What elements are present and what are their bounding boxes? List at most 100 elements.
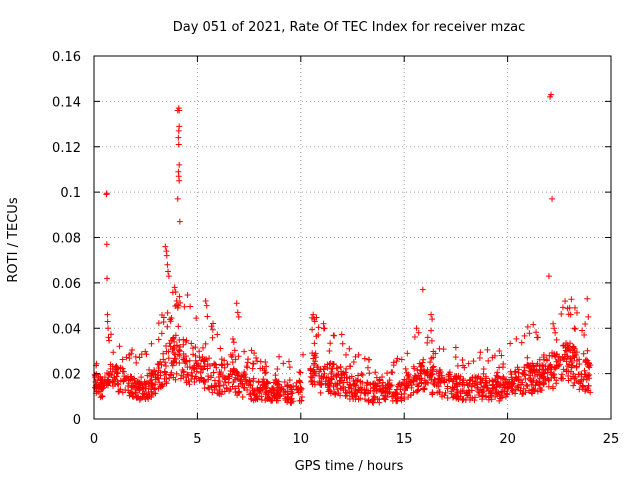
data-point xyxy=(112,376,119,383)
data-point xyxy=(403,369,410,376)
data-point xyxy=(415,329,422,336)
data-point xyxy=(176,177,183,184)
data-point xyxy=(179,367,186,374)
data-point xyxy=(145,383,152,390)
data-point xyxy=(496,347,503,354)
data-point xyxy=(361,355,368,362)
data-point xyxy=(320,320,327,327)
data-point xyxy=(448,390,455,397)
data-point xyxy=(459,397,466,404)
data-point xyxy=(116,343,123,350)
data-point xyxy=(163,348,170,355)
data-point xyxy=(496,364,503,371)
y-tick-label: 0.1 xyxy=(60,186,81,201)
data-point xyxy=(165,273,172,280)
data-point xyxy=(482,393,489,400)
data-point xyxy=(545,383,552,390)
data-point xyxy=(328,376,335,383)
data-point xyxy=(228,353,235,360)
data-point xyxy=(421,385,428,392)
data-point xyxy=(183,377,190,384)
data-point xyxy=(379,379,386,386)
data-point xyxy=(388,382,395,389)
data-point xyxy=(513,375,520,382)
data-point xyxy=(339,340,346,347)
data-point xyxy=(559,304,566,311)
data-point xyxy=(250,360,257,367)
data-point xyxy=(249,365,256,372)
data-point xyxy=(259,365,266,372)
data-point xyxy=(579,327,586,334)
data-point xyxy=(127,373,134,380)
data-point xyxy=(170,345,177,352)
data-point xyxy=(124,383,131,390)
data-point xyxy=(202,340,209,347)
data-point xyxy=(573,363,580,370)
data-point xyxy=(241,348,248,355)
data-point xyxy=(366,370,373,377)
data-point xyxy=(334,380,341,387)
data-point xyxy=(553,377,560,384)
data-point xyxy=(418,380,425,387)
data-point xyxy=(343,351,350,358)
x-tick-label: 5 xyxy=(193,432,201,447)
data-point xyxy=(350,359,357,366)
data-point xyxy=(388,369,395,376)
data-point xyxy=(210,369,217,376)
data-point xyxy=(151,367,158,374)
data-point xyxy=(324,364,331,371)
data-point xyxy=(551,350,558,357)
data-point xyxy=(98,392,105,399)
data-point xyxy=(272,376,279,383)
data-point xyxy=(459,357,466,364)
data-point xyxy=(336,377,343,384)
data-point xyxy=(297,379,304,386)
data-point xyxy=(384,370,391,377)
data-point xyxy=(197,374,204,381)
y-tick-label: 0.04 xyxy=(52,322,81,337)
data-point xyxy=(358,370,365,377)
data-point xyxy=(414,387,421,394)
data-point xyxy=(184,371,191,378)
data-point xyxy=(521,364,528,371)
data-point xyxy=(316,380,323,387)
data-point xyxy=(361,390,368,397)
data-point xyxy=(534,388,541,395)
data-point xyxy=(220,382,227,389)
data-point xyxy=(585,387,592,394)
data-point xyxy=(160,356,167,363)
data-point xyxy=(93,360,100,367)
data-point xyxy=(550,372,557,379)
data-point xyxy=(475,385,482,392)
data-point xyxy=(429,390,436,397)
data-point xyxy=(412,373,419,380)
data-point xyxy=(575,371,582,378)
data-point xyxy=(208,383,215,390)
data-point xyxy=(175,127,182,134)
data-point xyxy=(217,345,224,352)
data-point xyxy=(417,375,424,382)
data-point xyxy=(376,377,383,384)
data-point xyxy=(131,377,138,384)
data-point xyxy=(287,395,294,402)
data-point xyxy=(186,357,193,364)
data-point xyxy=(393,358,400,365)
data-point xyxy=(424,366,431,373)
data-point xyxy=(109,368,116,375)
data-point xyxy=(571,325,578,332)
data-point xyxy=(498,352,505,359)
data-point xyxy=(164,323,171,330)
data-point xyxy=(160,319,167,326)
data-point xyxy=(311,340,318,347)
data-point xyxy=(173,359,180,366)
data-point xyxy=(203,302,210,309)
data-point xyxy=(444,385,451,392)
data-point xyxy=(566,361,573,368)
data-point xyxy=(524,354,531,361)
data-point xyxy=(216,391,223,398)
data-point xyxy=(426,372,433,379)
data-point xyxy=(155,361,162,368)
data-point xyxy=(401,396,408,403)
data-point xyxy=(580,383,587,390)
data-point xyxy=(145,389,152,396)
